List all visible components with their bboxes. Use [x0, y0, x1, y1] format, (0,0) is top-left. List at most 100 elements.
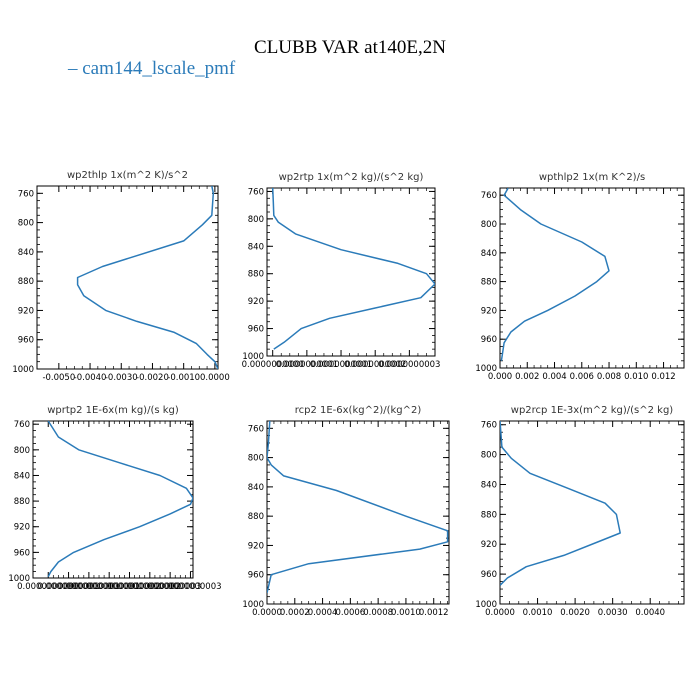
plot-frame	[266, 187, 436, 357]
y-tick-label: 800	[481, 220, 497, 230]
y-tick-label: 920	[18, 306, 34, 316]
y-tick-label: 800	[248, 215, 264, 225]
y-tick-label: 960	[18, 336, 34, 346]
y-tick-label: 880	[481, 510, 497, 520]
legend-label: cam144_lscale_pmf	[82, 58, 236, 79]
y-tick-label: 920	[248, 297, 264, 307]
x-tick-label: 0.0000000001	[276, 360, 338, 370]
y-tick-label: 960	[14, 548, 30, 558]
y-tick-label: 1000	[242, 352, 264, 362]
chart-panel-3: wpthlp2 1x(m K^2)/s 760 800 840 880 920 960 100…	[475, 172, 685, 382]
x-tick-label: 0.0006	[335, 608, 365, 618]
x-tick-label: 0.0020	[560, 608, 590, 618]
y-tick-label: 1000	[475, 364, 497, 374]
x-tick-label: -0.0020	[136, 373, 169, 383]
data-line-series-1	[271, 188, 435, 350]
y-tick-label: 880	[481, 278, 497, 288]
legend-entry: – cam144_lscale_pmf	[68, 58, 235, 80]
data-line-series-1	[47, 421, 193, 578]
y-tick-label: 760	[481, 191, 497, 201]
x-tick-label: 0.0000000003	[159, 582, 221, 592]
plot-frame	[499, 187, 685, 369]
y-tick-label: 920	[248, 541, 264, 551]
y-tick-label: 760	[18, 189, 34, 199]
y-tick-label: 760	[248, 424, 264, 434]
x-tick-label: -0.0050	[42, 373, 75, 383]
y-tick-label: 880	[248, 512, 264, 522]
plot-frame	[32, 420, 194, 579]
plot-frame	[36, 185, 219, 370]
chart-panel-1: wp2thlp 1x(m^2 K)/s^2 760 800 840 880 920 960 1…	[12, 170, 229, 383]
x-tick-label: 0.0000	[200, 373, 230, 383]
y-tick-label: 1000	[242, 600, 264, 610]
data-line-series-1	[76, 186, 218, 369]
y-tick-label: 960	[248, 571, 264, 581]
y-tick-label: 840	[481, 249, 497, 259]
x-tick-label: 0.0000000000	[242, 360, 304, 370]
x-tick-label: 0.0000000003	[139, 582, 201, 592]
x-tick-label: 0.0010	[391, 608, 421, 618]
y-tick-label: 920	[14, 523, 30, 533]
x-tick-label: -0.0030	[105, 373, 138, 383]
x-tick-label: 0.0000000001	[58, 582, 120, 592]
x-tick-label: 0.0000000003	[378, 360, 440, 370]
plot-frame	[499, 420, 685, 605]
x-tick-label: 0.0004	[308, 608, 338, 618]
y-tick-label: 840	[248, 483, 264, 493]
y-tick-label: 760	[14, 420, 30, 430]
y-tick-label: 1000	[475, 600, 497, 610]
data-line-series-1	[500, 421, 621, 586]
y-tick-label: 840	[18, 248, 34, 258]
panel-title: wp2rtp 1x(m^2 kg)/(s^2 kg)	[279, 172, 424, 183]
x-tick-label: 0.006	[570, 372, 594, 382]
y-tick-label: 800	[481, 451, 497, 461]
x-tick-label: 0.012	[651, 372, 675, 382]
figure-title: CLUBB VAR at140E,2N	[254, 37, 446, 58]
x-tick-label: 0.008	[597, 372, 621, 382]
x-tick-label: 0.0002	[280, 608, 310, 618]
panel-title: wprtp2 1E-6x(m kg)/(s kg)	[47, 405, 179, 416]
y-tick-label: 840	[481, 480, 497, 490]
y-tick-label: 1000	[12, 365, 34, 375]
chart-panel-5: rcp2 1E-6x(kg^2)/(kg^2) 760 800 840 880 920 96…	[242, 405, 450, 618]
x-tick-label: 0.002	[515, 372, 539, 382]
x-tick-label: 0.000	[488, 372, 512, 382]
x-tick-label: 0.010	[624, 372, 648, 382]
x-tick-label: -0.0010	[167, 373, 200, 383]
panel-title: wp2rcp 1E-3x(m^2 kg)/(s^2 kg)	[511, 405, 674, 416]
x-tick-label: 0.0010	[523, 608, 553, 618]
chart-panel-2: wp2rtp 1x(m^2 kg)/(s^2 kg) 760 800 840 880 92…	[242, 172, 441, 370]
x-tick-label: 0.004	[542, 372, 566, 382]
data-line-series-1	[267, 421, 449, 594]
panel-title: wp2thlp 1x(m^2 K)/s^2	[67, 170, 188, 181]
plot-frame	[266, 420, 450, 605]
chart-panel-6: wp2rcp 1E-3x(m^2 kg)/(s^2 kg) 760 800 840 88…	[475, 405, 685, 618]
x-tick-label: 0.0000	[252, 608, 282, 618]
y-tick-label: 960	[248, 325, 264, 335]
y-tick-label: 880	[18, 277, 34, 287]
y-tick-label: 760	[481, 421, 497, 431]
x-tick-label: 0.0040	[635, 608, 665, 618]
y-tick-label: 880	[248, 270, 264, 280]
x-tick-label: 0.0012	[419, 608, 449, 618]
y-tick-label: 1000	[8, 574, 30, 584]
x-tick-label: -0.0040	[74, 373, 107, 383]
x-tick-label: 0.0000000000	[17, 582, 79, 592]
y-tick-label: 840	[248, 242, 264, 252]
panel-title: rcp2 1E-6x(kg^2)/(kg^2)	[295, 405, 422, 416]
x-tick-label: 0.0000000001	[78, 582, 140, 592]
y-tick-label: 800	[14, 446, 30, 456]
y-tick-label: 920	[481, 540, 497, 550]
x-tick-label: 0.0000000002	[119, 582, 181, 592]
y-tick-label: 800	[18, 219, 34, 229]
panel-title: wpthlp2 1x(m K^2)/s	[539, 172, 645, 183]
y-tick-label: 760	[248, 187, 264, 197]
x-tick-label: 0.0000000002	[344, 360, 406, 370]
y-tick-label: 800	[248, 454, 264, 464]
x-tick-label: 0.0008	[363, 608, 393, 618]
x-tick-label: 0.0000	[485, 608, 515, 618]
x-tick-label: 0.0030	[598, 608, 628, 618]
y-tick-label: 880	[14, 497, 30, 507]
